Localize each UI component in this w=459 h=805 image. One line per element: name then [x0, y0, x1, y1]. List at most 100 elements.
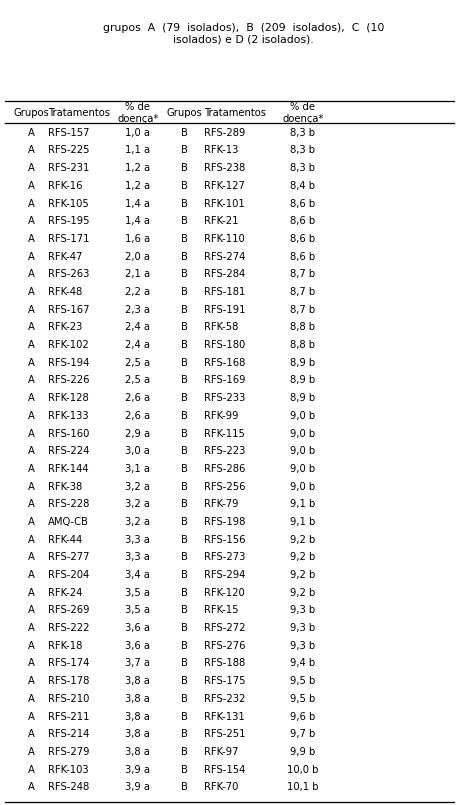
Text: 1,0 a: 1,0 a: [125, 128, 150, 138]
Text: A: A: [28, 535, 34, 545]
Text: B: B: [181, 464, 188, 474]
Text: RFS-294: RFS-294: [204, 570, 246, 580]
Text: B: B: [181, 270, 188, 279]
Text: B: B: [181, 499, 188, 510]
Text: A: A: [28, 146, 34, 155]
Text: RFK-15: RFK-15: [204, 605, 239, 615]
Text: A: A: [28, 357, 34, 368]
Text: 9,3 b: 9,3 b: [291, 605, 315, 615]
Text: 3,8 a: 3,8 a: [125, 694, 150, 704]
Text: RFS-167: RFS-167: [48, 304, 90, 315]
Text: 2,5 a: 2,5 a: [125, 375, 150, 386]
Text: B: B: [181, 217, 188, 226]
Text: RFS-228: RFS-228: [48, 499, 90, 510]
Text: RFS-289: RFS-289: [204, 128, 246, 138]
Text: 9,2 b: 9,2 b: [290, 570, 316, 580]
Text: A: A: [28, 729, 34, 739]
Text: A: A: [28, 252, 34, 262]
Text: A: A: [28, 411, 34, 421]
Text: RFS-171: RFS-171: [48, 234, 90, 244]
Text: RFS-226: RFS-226: [48, 375, 90, 386]
Text: B: B: [181, 605, 188, 615]
Text: RFK-23: RFK-23: [48, 322, 83, 332]
Text: 9,3 b: 9,3 b: [291, 623, 315, 633]
Text: 3,2 a: 3,2 a: [125, 499, 150, 510]
Text: RFS-284: RFS-284: [204, 270, 246, 279]
Text: RFS-198: RFS-198: [204, 517, 246, 527]
Text: 8,3 b: 8,3 b: [291, 128, 315, 138]
Text: Tratamentos: Tratamentos: [204, 108, 266, 118]
Text: 2,9 a: 2,9 a: [125, 428, 150, 439]
Text: RFS-273: RFS-273: [204, 552, 246, 563]
Text: RFS-210: RFS-210: [48, 694, 90, 704]
Text: 2,6 a: 2,6 a: [125, 393, 150, 403]
Text: RFS-231: RFS-231: [48, 163, 90, 173]
Text: RFK-18: RFK-18: [48, 641, 83, 650]
Text: 3,8 a: 3,8 a: [125, 729, 150, 739]
Text: B: B: [181, 181, 188, 191]
Text: RFK-133: RFK-133: [48, 411, 89, 421]
Text: A: A: [28, 552, 34, 563]
Text: RFK-79: RFK-79: [204, 499, 239, 510]
Text: B: B: [181, 676, 188, 686]
Text: RFK-47: RFK-47: [48, 252, 83, 262]
Text: B: B: [181, 552, 188, 563]
Text: 1,4 a: 1,4 a: [125, 217, 150, 226]
Text: RFS-279: RFS-279: [48, 747, 90, 757]
Text: RFS-195: RFS-195: [48, 217, 90, 226]
Text: B: B: [181, 163, 188, 173]
Text: grupos  A  (79  isolados),  B  (209  isolados),  C  (10
isolados) e D (2 isolado: grupos A (79 isolados), B (209 isolados)…: [102, 23, 384, 44]
Text: B: B: [181, 765, 188, 774]
Text: 9,1 b: 9,1 b: [290, 499, 316, 510]
Text: RFS-174: RFS-174: [48, 658, 90, 668]
Text: 3,2 a: 3,2 a: [125, 481, 150, 492]
Text: A: A: [28, 747, 34, 757]
Text: A: A: [28, 304, 34, 315]
Text: 9,0 b: 9,0 b: [291, 481, 315, 492]
Text: RFS-157: RFS-157: [48, 128, 90, 138]
Text: A: A: [28, 712, 34, 721]
Text: B: B: [181, 428, 188, 439]
Text: RFS-214: RFS-214: [48, 729, 90, 739]
Text: Tratamentos: Tratamentos: [48, 108, 110, 118]
Text: 8,7 b: 8,7 b: [291, 270, 315, 279]
Text: B: B: [181, 199, 188, 208]
Text: A: A: [28, 375, 34, 386]
Text: B: B: [181, 287, 188, 297]
Text: RFK-21: RFK-21: [204, 217, 239, 226]
Text: 9,0 b: 9,0 b: [291, 464, 315, 474]
Text: A: A: [28, 287, 34, 297]
Text: B: B: [181, 623, 188, 633]
Text: 1,4 a: 1,4 a: [125, 199, 150, 208]
Text: 1,2 a: 1,2 a: [125, 163, 150, 173]
Text: 3,8 a: 3,8 a: [125, 676, 150, 686]
Text: 9,5 b: 9,5 b: [290, 694, 316, 704]
Text: 8,8 b: 8,8 b: [291, 322, 315, 332]
Text: RFS-238: RFS-238: [204, 163, 246, 173]
Text: B: B: [181, 393, 188, 403]
Text: 8,9 b: 8,9 b: [291, 357, 315, 368]
Text: RFS-178: RFS-178: [48, 676, 90, 686]
Text: A: A: [28, 694, 34, 704]
Text: 9,0 b: 9,0 b: [291, 446, 315, 456]
Text: A: A: [28, 676, 34, 686]
Text: 3,4 a: 3,4 a: [125, 570, 150, 580]
Text: 3,9 a: 3,9 a: [125, 782, 150, 792]
Text: RFS-233: RFS-233: [204, 393, 246, 403]
Text: 9,3 b: 9,3 b: [291, 641, 315, 650]
Text: RFS-248: RFS-248: [48, 782, 90, 792]
Text: 3,3 a: 3,3 a: [125, 552, 150, 563]
Text: 3,6 a: 3,6 a: [125, 623, 150, 633]
Text: RFK-128: RFK-128: [48, 393, 89, 403]
Text: RFS-156: RFS-156: [204, 535, 246, 545]
Text: RFS-175: RFS-175: [204, 676, 246, 686]
Text: RFS-160: RFS-160: [48, 428, 90, 439]
Text: RFS-276: RFS-276: [204, 641, 246, 650]
Text: RFS-169: RFS-169: [204, 375, 246, 386]
Text: Grupos: Grupos: [13, 108, 49, 118]
Text: B: B: [181, 357, 188, 368]
Text: RFK-103: RFK-103: [48, 765, 89, 774]
Text: RFS-204: RFS-204: [48, 570, 90, 580]
Text: 3,2 a: 3,2 a: [125, 517, 150, 527]
Text: B: B: [181, 375, 188, 386]
